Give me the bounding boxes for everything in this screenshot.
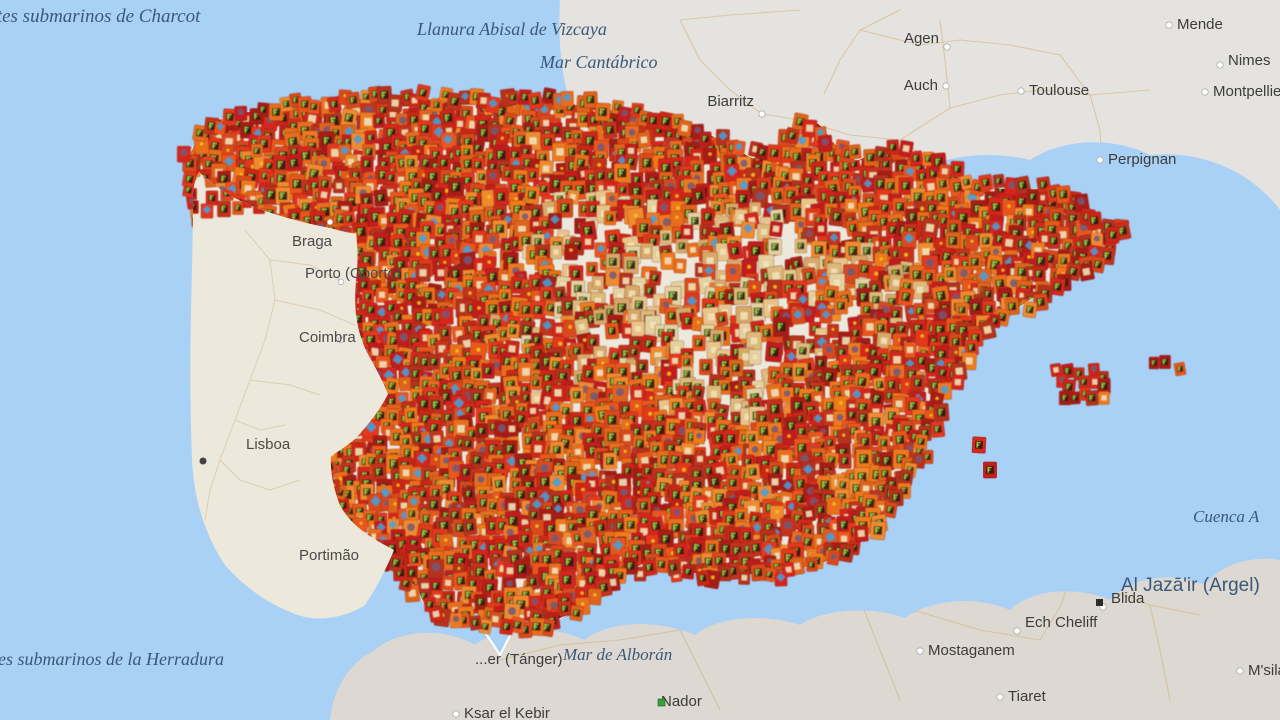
svg-text:Mende: Mende — [1177, 16, 1223, 33]
svg-text:Agen: Agen — [904, 30, 939, 47]
svg-text:Cuenca A: Cuenca A — [1193, 507, 1260, 526]
svg-text:Al Jazā'ir (Argel): Al Jazā'ir (Argel) — [1121, 575, 1260, 596]
svg-text:Auch: Auch — [904, 77, 938, 94]
svg-text:Biarritz: Biarritz — [707, 93, 754, 110]
svg-text:Montes submarinos de la Herrad: Montes submarinos de la Herradura — [0, 649, 224, 669]
svg-text:Nimes: Nimes — [1228, 52, 1271, 69]
svg-text:...er (Tánger): ...er (Tánger) — [475, 651, 563, 668]
svg-text:Lisboa: Lisboa — [246, 436, 291, 453]
svg-text:Llanura Abisal de Vizcaya: Llanura Abisal de Vizcaya — [416, 19, 607, 39]
svg-text:Ksar el Kebir: Ksar el Kebir — [464, 705, 550, 720]
svg-text:Mostaganem: Mostaganem — [928, 642, 1015, 659]
svg-text:Montes submarinos de Charcot: Montes submarinos de Charcot — [0, 6, 201, 27]
svg-text:Mar de Alborán: Mar de Alborán — [562, 645, 672, 664]
svg-text:Montpellier: Montpellier — [1213, 83, 1280, 100]
svg-text:Portimão: Portimão — [299, 547, 359, 564]
svg-text:Porto (Oporto): Porto (Oporto) — [305, 265, 401, 282]
svg-text:Ech Cheliff: Ech Cheliff — [1025, 614, 1098, 631]
svg-text:Tiaret: Tiaret — [1008, 688, 1047, 705]
svg-text:Coimbra: Coimbra — [299, 329, 356, 346]
svg-text:Nador: Nador — [661, 693, 702, 710]
svg-text:Braga: Braga — [292, 233, 333, 250]
svg-text:M'sila: M'sila — [1248, 662, 1280, 679]
svg-text:Mar Cantábrico: Mar Cantábrico — [539, 52, 658, 72]
svg-text:Toulouse: Toulouse — [1029, 82, 1089, 99]
svg-text:Perpignan: Perpignan — [1108, 151, 1176, 168]
